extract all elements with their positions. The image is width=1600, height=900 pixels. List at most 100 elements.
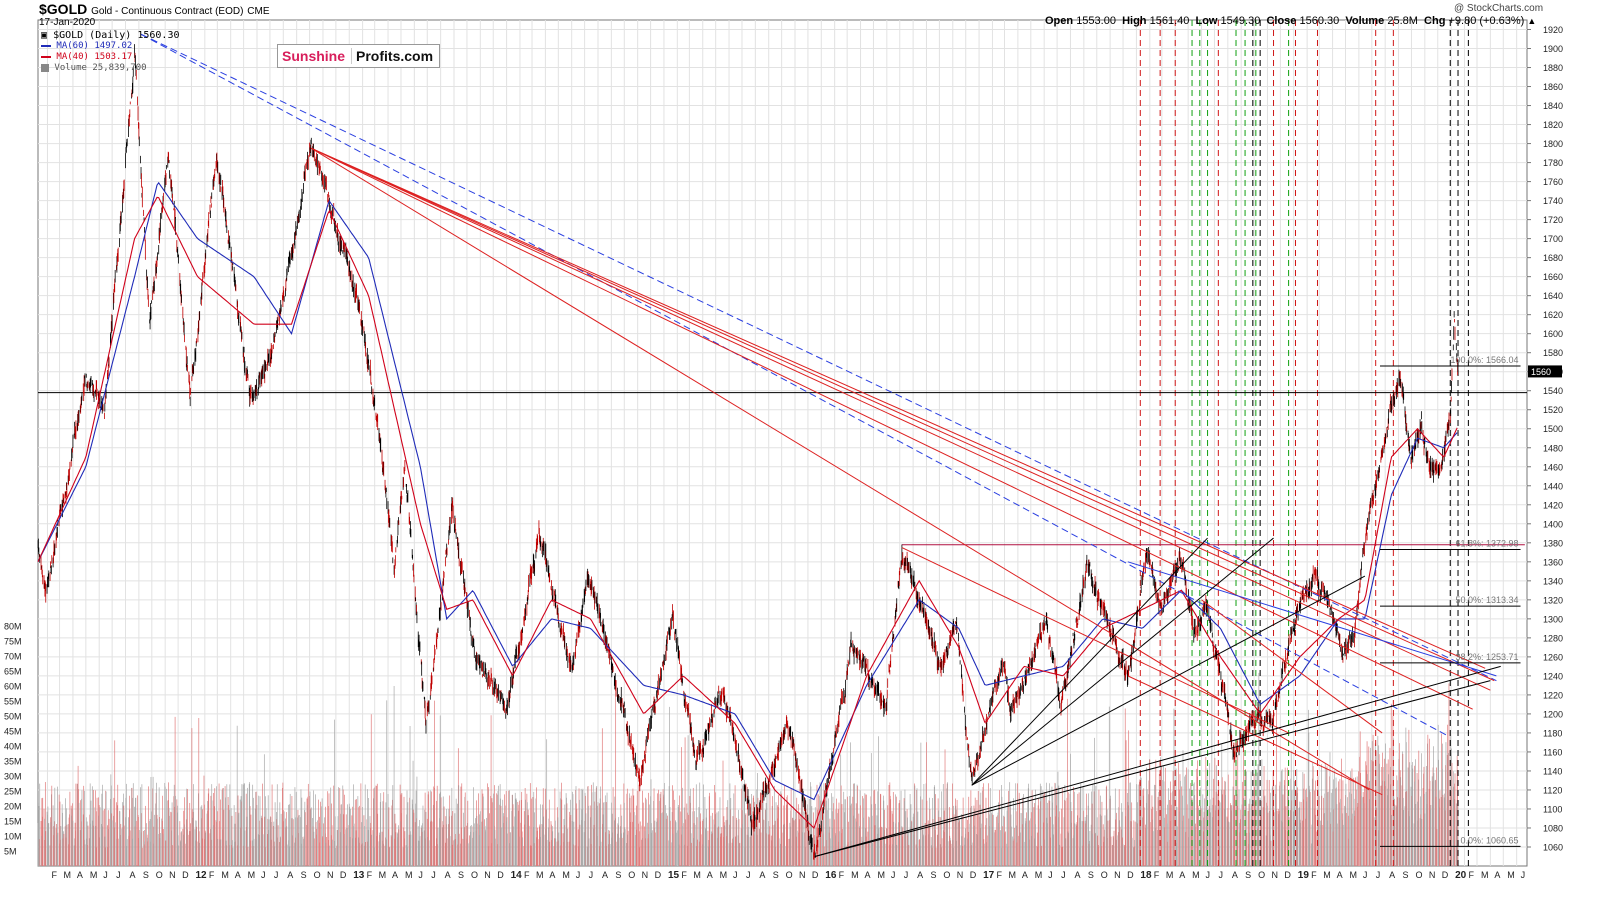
y-tick-label: 1780 <box>1543 158 1563 168</box>
x-tick-label: M <box>1192 870 1200 880</box>
x-tick-label: J <box>746 870 751 880</box>
x-tick-label: A <box>392 870 398 880</box>
x-tick-label: N <box>1429 870 1436 880</box>
y-tick-label: 1740 <box>1543 196 1563 206</box>
x-tick-label: F <box>524 870 530 880</box>
volume-tick-label: 25M <box>4 787 22 797</box>
y-tick-label: 1660 <box>1543 272 1563 282</box>
x-tick-label: O <box>786 870 793 880</box>
x-tick-label: J <box>1048 870 1053 880</box>
x-tick-label: A <box>917 870 923 880</box>
y-tick-label: 1540 <box>1543 386 1563 396</box>
x-tick-label: A <box>1179 870 1185 880</box>
x-tick-label: A <box>549 870 555 880</box>
y-tick-label: 1920 <box>1543 25 1563 35</box>
x-tick-label: J <box>274 870 279 880</box>
x-tick-label: 17 <box>983 870 995 881</box>
x-tick-label: 14 <box>511 870 523 881</box>
volume-tick-label: 20M <box>4 802 22 812</box>
x-tick-label: A <box>1389 870 1395 880</box>
x-tick-label: 13 <box>353 870 365 881</box>
x-tick-label: S <box>615 870 621 880</box>
x-tick-label: M <box>1507 870 1515 880</box>
x-tick-label: O <box>943 870 950 880</box>
y-tick-label: 1160 <box>1543 747 1562 757</box>
x-tick-label: S <box>143 870 149 880</box>
x-tick-label: 20 <box>1455 870 1467 881</box>
x-tick-label: D <box>1284 870 1291 880</box>
x-tick-label: A <box>865 870 871 880</box>
x-tick-label: S <box>773 870 779 880</box>
volume-tick-label: 60M <box>4 682 22 692</box>
y-tick-label: 1300 <box>1543 614 1563 624</box>
x-tick-label: J <box>1061 870 1066 880</box>
y-tick-label: 1400 <box>1543 519 1563 529</box>
x-tick-label: A <box>1232 870 1238 880</box>
y-tick-label: 1720 <box>1543 215 1563 225</box>
volume-tick-label: 30M <box>4 772 22 782</box>
x-tick-label: S <box>1088 870 1094 880</box>
x-tick-label: O <box>314 870 321 880</box>
price-candles <box>37 44 1459 860</box>
x-tick-label: O <box>471 870 478 880</box>
x-tick-label: F <box>996 870 1002 880</box>
x-tick-label: 18 <box>1140 870 1152 881</box>
y-tick-label: 1900 <box>1543 44 1563 54</box>
x-tick-label: M <box>64 870 72 880</box>
x-tick-label: O <box>1258 870 1265 880</box>
y-tick-label: 1860 <box>1543 82 1563 92</box>
x-tick-label: M <box>1481 870 1489 880</box>
y-tick-label: 1120 <box>1543 785 1562 795</box>
y-tick-label: 1460 <box>1543 462 1563 472</box>
y-tick-label: 1840 <box>1543 101 1563 111</box>
y-tick-label: 1680 <box>1543 253 1563 263</box>
x-tick-label: M <box>693 870 701 880</box>
x-tick-label: J <box>1376 870 1381 880</box>
x-tick-label: F <box>1311 870 1317 880</box>
volume-tick-label: 50M <box>4 712 22 722</box>
x-tick-label: M <box>248 870 256 880</box>
x-tick-label: 16 <box>825 870 837 881</box>
y-tick-label: 1380 <box>1543 538 1563 548</box>
x-tick-label: J <box>1218 870 1223 880</box>
x-tick-label: F <box>1154 870 1160 880</box>
x-tick-label: J <box>891 870 896 880</box>
x-tick-label: M <box>877 870 885 880</box>
x-tick-label: 19 <box>1298 870 1310 881</box>
y-tick-label: 1260 <box>1543 652 1563 662</box>
x-tick-label: M <box>851 870 859 880</box>
x-tick-label: F <box>367 870 373 880</box>
x-tick-label: N <box>484 870 491 880</box>
x-tick-label: F <box>839 870 845 880</box>
x-tick-label: M <box>1323 870 1331 880</box>
y-tick-label: 1080 <box>1543 823 1563 833</box>
y-tick-label: 1620 <box>1543 310 1563 320</box>
x-tick-label: O <box>156 870 163 880</box>
x-tick-label: M <box>562 870 570 880</box>
y-tick-label: 1200 <box>1543 709 1563 719</box>
y-tick-label: 1600 <box>1543 329 1563 339</box>
x-tick-label: S <box>458 870 464 880</box>
y-tick-label: 1500 <box>1543 424 1563 434</box>
y-tick-label: 1180 <box>1543 728 1562 738</box>
x-tick-label: J <box>261 870 266 880</box>
volume-tick-label: 10M <box>4 832 22 842</box>
x-tick-label: J <box>589 870 594 880</box>
x-tick-label: D <box>1127 870 1134 880</box>
x-tick-label: D <box>182 870 189 880</box>
x-tick-label: S <box>301 870 307 880</box>
x-tick-label: J <box>1206 870 1211 880</box>
x-tick-label: A <box>759 870 765 880</box>
x-tick-label: F <box>51 870 57 880</box>
x-tick-label: N <box>642 870 649 880</box>
y-tick-label: 1360 <box>1543 557 1563 567</box>
x-tick-label: A <box>445 870 451 880</box>
x-tick-label: A <box>287 870 293 880</box>
x-tick-label: A <box>1337 870 1343 880</box>
x-tick-label: A <box>1494 870 1500 880</box>
x-tick-label: D <box>1442 870 1449 880</box>
x-tick-label: D <box>340 870 347 880</box>
x-tick-label: J <box>116 870 121 880</box>
x-tick-label: A <box>707 870 713 880</box>
x-tick-label: M <box>1166 870 1174 880</box>
